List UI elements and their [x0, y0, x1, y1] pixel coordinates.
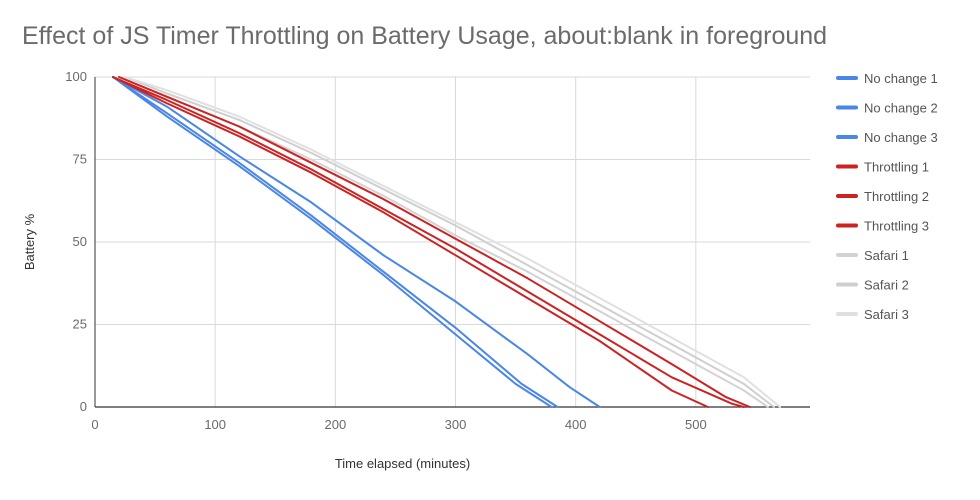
x-tick-label: 300 [445, 417, 467, 432]
series-line-throttling-3 [118, 76, 751, 408]
series-line-no-change-3 [112, 76, 601, 408]
legend-label-throttling-2: Throttling 2 [864, 189, 929, 204]
y-tick-label: 100 [65, 69, 87, 84]
x-tick-label: 0 [91, 417, 98, 432]
y-tick-label: 0 [80, 399, 87, 414]
series-line-throttling-1 [112, 76, 709, 408]
series-line-no-change-2 [112, 76, 559, 408]
x-tick-label: 200 [324, 417, 346, 432]
series-line-safari-3 [124, 76, 781, 408]
x-tick-label: 100 [204, 417, 226, 432]
chart-title: Effect of JS Timer Throttling on Battery… [22, 22, 828, 50]
y-axis-label: Battery % [22, 213, 37, 270]
x-tick-label: 500 [685, 417, 707, 432]
legend-label-safari-3: Safari 3 [864, 307, 909, 322]
series-line-throttling-2 [112, 76, 745, 408]
x-axis-label: Time elapsed (minutes) [335, 456, 470, 471]
y-tick-label: 75 [73, 152, 87, 167]
y-tick-label: 25 [73, 317, 87, 332]
legend-label-throttling-3: Throttling 3 [864, 219, 929, 234]
legend-label-no-change-2: No change 2 [864, 101, 938, 116]
y-tick-label: 50 [73, 234, 87, 249]
legend-label-no-change-1: No change 1 [864, 71, 938, 86]
legend-label-throttling-1: Throttling 1 [864, 160, 929, 175]
series-line-safari-2 [124, 76, 775, 408]
x-tick-label: 400 [565, 417, 587, 432]
legend-label-safari-1: Safari 1 [864, 248, 909, 263]
series-line-no-change-1 [112, 76, 553, 408]
legend-label-safari-2: Safari 2 [864, 278, 909, 293]
legend-label-no-change-3: No change 3 [864, 130, 938, 145]
